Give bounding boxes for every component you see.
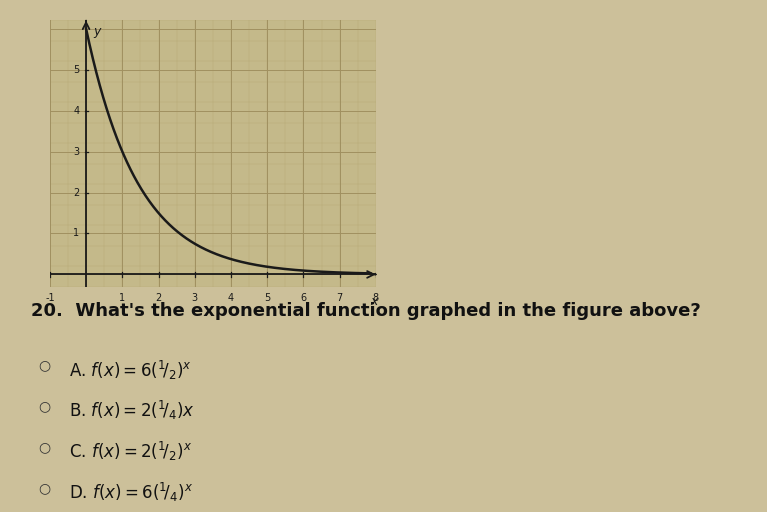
- Text: 2: 2: [74, 187, 80, 198]
- Text: ○: ○: [38, 440, 51, 454]
- Text: D. $f(x)=6(^1\!/_4)^x$: D. $f(x)=6(^1\!/_4)^x$: [69, 481, 193, 504]
- Text: 1: 1: [74, 228, 80, 239]
- Text: B. $f(x)=2(^1\!/_4)x$: B. $f(x)=2(^1\!/_4)x$: [69, 399, 195, 422]
- Text: 5: 5: [74, 65, 80, 75]
- Text: 7: 7: [337, 293, 343, 303]
- Text: 4: 4: [228, 293, 234, 303]
- Text: y: y: [94, 25, 100, 37]
- Text: ○: ○: [38, 358, 51, 372]
- Text: 5: 5: [264, 293, 270, 303]
- Text: 2: 2: [156, 293, 162, 303]
- Text: ○: ○: [38, 399, 51, 413]
- Text: x: x: [370, 295, 377, 308]
- Text: A. $f(x)=6(^1\!/_2)^x$: A. $f(x)=6(^1\!/_2)^x$: [69, 358, 192, 381]
- Text: -1: -1: [45, 293, 54, 303]
- Text: 8: 8: [373, 293, 379, 303]
- Text: 3: 3: [192, 293, 198, 303]
- Text: 4: 4: [74, 105, 80, 116]
- Text: 3: 3: [74, 146, 80, 157]
- Text: 1: 1: [119, 293, 125, 303]
- Text: C. $f(x)=2(^1\!/_2)^x$: C. $f(x)=2(^1\!/_2)^x$: [69, 440, 192, 463]
- Text: 6: 6: [301, 293, 307, 303]
- Text: ○: ○: [38, 481, 51, 495]
- Text: 20.  What's the exponential function graphed in the figure above?: 20. What's the exponential function grap…: [31, 302, 700, 320]
